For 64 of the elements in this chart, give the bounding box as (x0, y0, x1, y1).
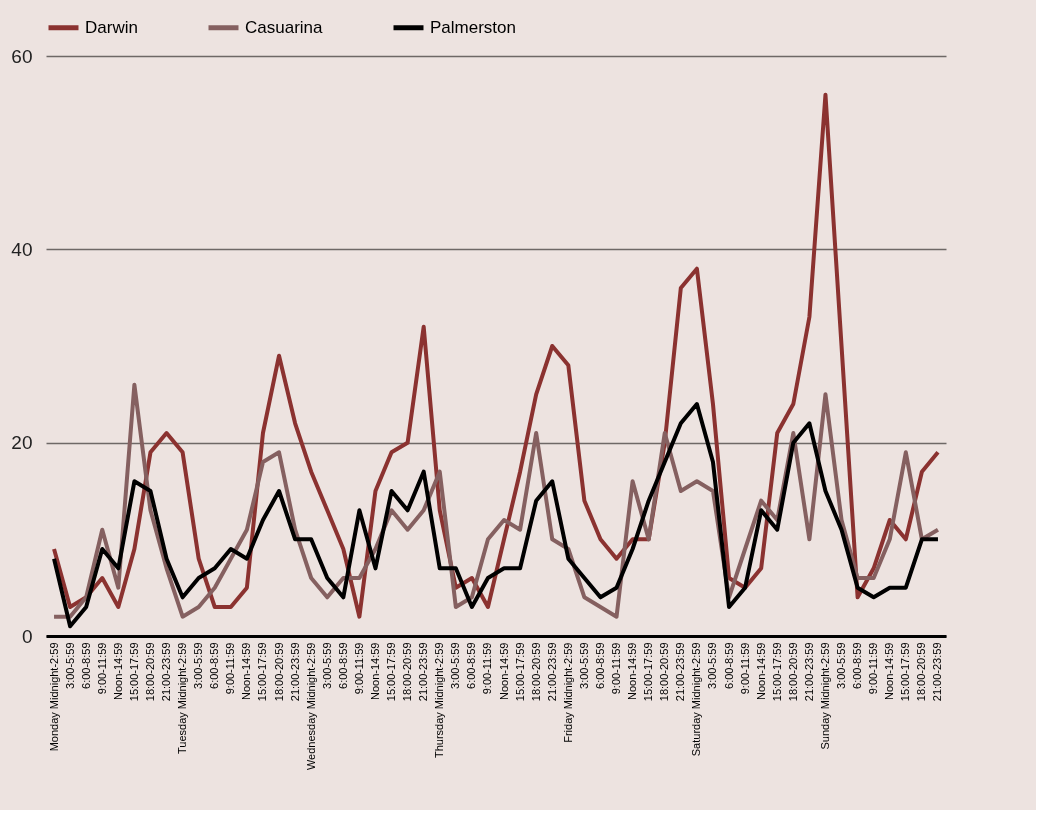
x-tick-label: Wednesday Midnight-2:59 (304, 642, 317, 771)
legend-label: Darwin (85, 17, 138, 37)
x-tick-label: 3:00-5:59 (63, 642, 76, 689)
x-tick-label: 21:00-23:59 (288, 642, 301, 702)
legend-label: Palmerston (430, 17, 516, 37)
x-tick-label: 18:00-20:59 (915, 642, 928, 702)
x-tick-label: 3:00-5:59 (320, 642, 333, 689)
x-tick-label: 15:00-17:59 (385, 642, 398, 702)
x-tick-label: 9:00-11:59 (224, 642, 237, 695)
x-tick-label: 3:00-5:59 (449, 642, 462, 689)
y-tick-label: 20 (11, 432, 33, 454)
x-tick-label: 15:00-17:59 (642, 642, 655, 702)
x-tick-label: 18:00-20:59 (529, 642, 542, 702)
x-tick-label: 18:00-20:59 (401, 642, 414, 702)
x-tick-label: 15:00-17:59 (127, 642, 140, 702)
x-tick-label: 9:00-11:59 (481, 642, 494, 695)
x-tick-label: 21:00-23:59 (417, 642, 430, 702)
x-tick-label: 6:00-8:59 (851, 642, 864, 689)
x-tick-label: 18:00-20:59 (786, 642, 799, 702)
x-tick-label: 18:00-20:59 (272, 642, 285, 702)
x-tick-label: Noon-14:59 (754, 642, 767, 700)
y-tick-label: 0 (21, 625, 33, 647)
x-tick-label: 21:00-23:59 (160, 642, 173, 702)
x-tick-label: 15:00-17:59 (770, 642, 783, 702)
x-tick-label: 3:00-5:59 (577, 642, 590, 689)
x-tick-label: 6:00-8:59 (208, 642, 221, 689)
x-tick-label: Monday Midnight-2:59 (47, 642, 60, 752)
x-tick-label: 6:00-8:59 (336, 642, 349, 689)
x-tick-label: 21:00-23:59 (802, 642, 815, 702)
y-tick-label: 60 (11, 45, 33, 67)
x-tick-label: 6:00-8:59 (593, 642, 606, 689)
x-tick-label: Noon-14:59 (626, 642, 639, 700)
line-series (52, 92, 940, 619)
x-tick-label: 9:00-11:59 (738, 642, 751, 695)
x-tick-label: Noon-14:59 (111, 642, 124, 700)
x-tick-label: 3:00-5:59 (192, 642, 205, 689)
x-tick-label: Friday Midnight-2:59 (561, 642, 574, 743)
x-tick-label: 3:00-5:59 (835, 642, 848, 689)
x-tick-label: 6:00-8:59 (465, 642, 478, 689)
x-tick-label: Noon-14:59 (497, 642, 510, 700)
x-tick-label: 18:00-20:59 (143, 642, 156, 702)
x-tick-label: 6:00-8:59 (722, 642, 735, 689)
x-tick-label: 15:00-17:59 (256, 642, 269, 702)
x-tick-label: 21:00-23:59 (674, 642, 687, 702)
x-tick-label: 9:00-11:59 (610, 642, 623, 695)
x-tick-label: 6:00-8:59 (79, 642, 92, 689)
x-tick-label: 21:00-23:59 (545, 642, 558, 702)
x-tick-label: Saturday Midnight-2:59 (690, 642, 703, 757)
legend-label: Casuarina (245, 17, 324, 37)
x-tick-label: Noon-14:59 (368, 642, 381, 700)
x-tick-label: 18:00-20:59 (658, 642, 671, 702)
x-tick-label: Thursday Midnight-2:59 (433, 642, 446, 759)
x-tick-label: Noon-14:59 (883, 642, 896, 700)
x-tick-label: Sunday Midnight-2:59 (818, 642, 831, 750)
x-tick-label: 3:00-5:59 (706, 642, 719, 689)
y-tick-label: 40 (11, 238, 33, 260)
x-tick-label: 9:00-11:59 (867, 642, 880, 695)
x-tick-label: Tuesday Midnight-2:59 (176, 642, 189, 754)
x-tick-label: Noon-14:59 (240, 642, 253, 700)
x-tick-label: 15:00-17:59 (899, 642, 912, 702)
x-tick-label: 15:00-17:59 (513, 642, 526, 702)
x-tick-label: 9:00-11:59 (95, 642, 108, 695)
x-tick-label: 21:00-23:59 (931, 642, 944, 702)
x-tick-label: 9:00-11:59 (352, 642, 365, 695)
